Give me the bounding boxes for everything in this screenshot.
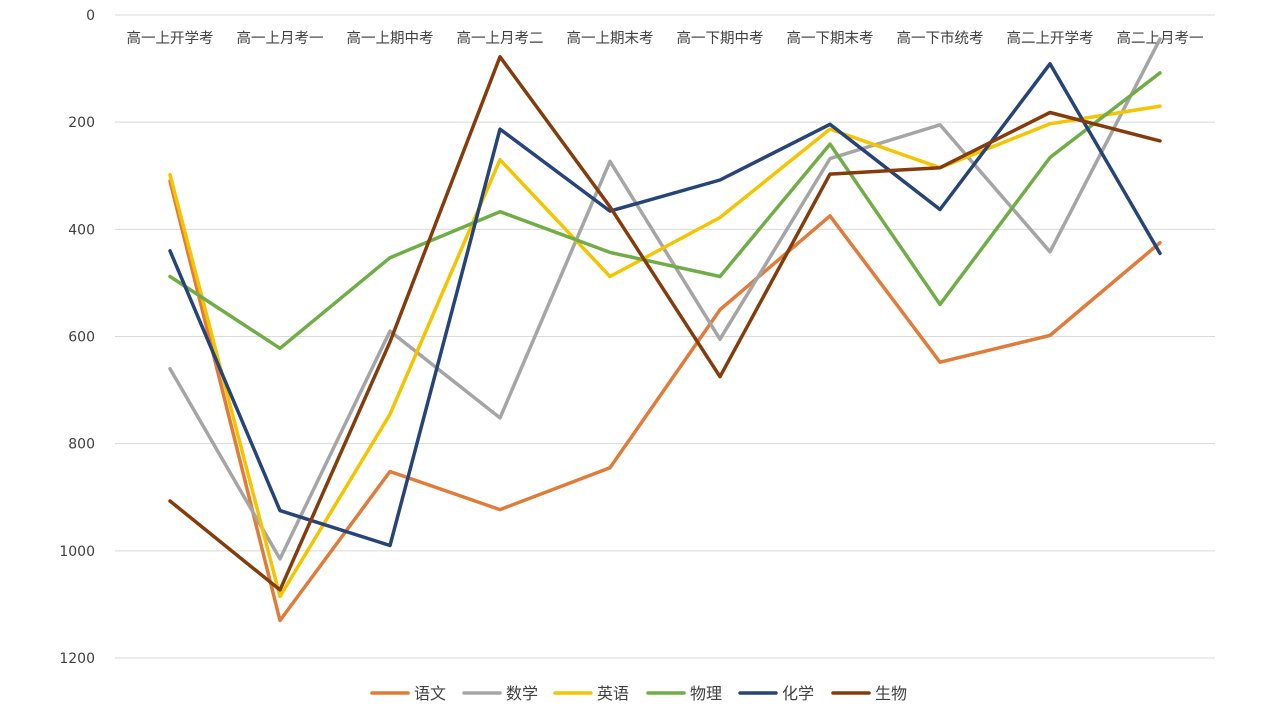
- y-tick-label: 800: [68, 437, 95, 453]
- series-lines: [168, 37, 1162, 623]
- series-line-0: [168, 179, 1162, 623]
- legend-label: 数学: [506, 684, 538, 703]
- legend-label: 语文: [414, 684, 446, 703]
- legend-label: 化学: [782, 684, 814, 703]
- x-tick-label: 高一上期末考: [567, 30, 654, 47]
- x-tick-label: 高一上月考二: [457, 30, 544, 47]
- legend-label: 生物: [875, 684, 907, 703]
- legend: 语文 数学 英语 物理 化学 生物: [370, 684, 907, 703]
- y-tick-label: 200: [68, 115, 95, 131]
- y-tick-label: 600: [68, 330, 95, 346]
- x-axis-ticks: 高一上开学考 高一上月考一 高一上期中考 高一上月考二 高一上期末考 高一下期中考 高一下期…: [127, 30, 1204, 47]
- x-tick-label: 高一上期中考: [347, 30, 434, 47]
- legend-label: 英语: [597, 684, 629, 703]
- x-tick-label: 高一下市统考: [897, 30, 984, 47]
- y-tick-label: 400: [68, 222, 95, 238]
- y-tick-label: 1200: [59, 651, 95, 667]
- x-tick-label: 高一上月考一: [237, 30, 324, 47]
- series-line-1: [168, 37, 1162, 561]
- series-line-3: [168, 71, 1162, 351]
- x-tick-label: 高一上开学考: [127, 30, 214, 47]
- x-tick-label: 高二上开学考: [1007, 30, 1094, 47]
- x-tick-label: 高一下期末考: [787, 30, 874, 47]
- y-tick-label: 0: [86, 8, 95, 24]
- legend-label: 物理: [690, 684, 722, 703]
- series-line-2: [168, 104, 1162, 599]
- y-axis-ticks: 0 200 400 600 800 1000 1200: [59, 8, 95, 667]
- x-tick-label: 高一下期中考: [677, 30, 764, 47]
- series-line-4: [168, 62, 1162, 548]
- series-line-5: [168, 55, 1162, 592]
- y-tick-label: 1000: [59, 544, 95, 560]
